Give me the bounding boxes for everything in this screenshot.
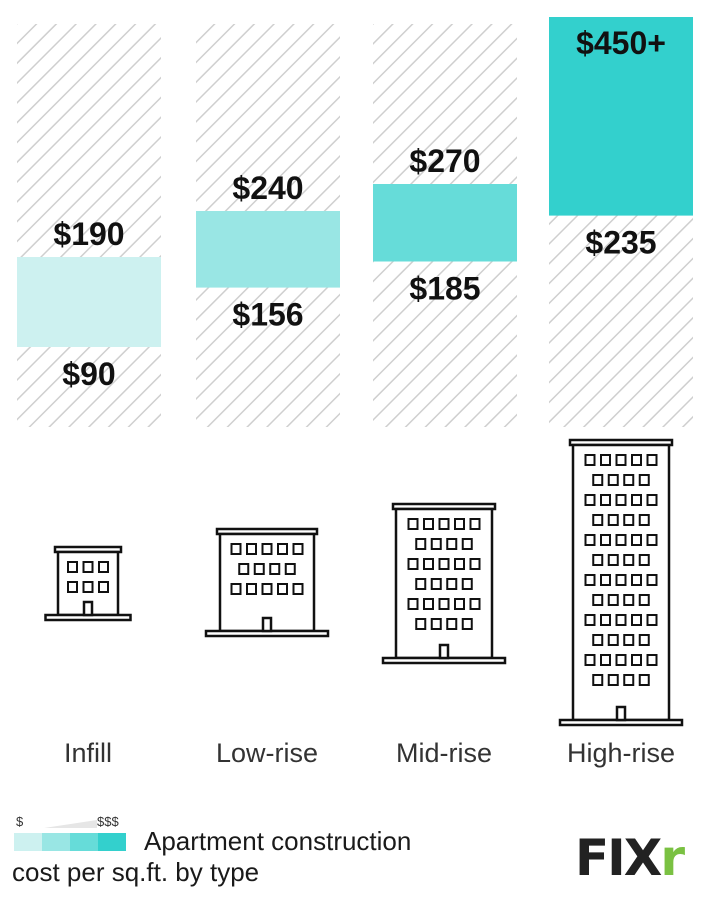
range-bar-low-rise bbox=[196, 211, 340, 288]
mid-rise-building-icon bbox=[381, 502, 507, 665]
buildings-illustration bbox=[44, 438, 684, 727]
low-rise-building-icon bbox=[204, 527, 330, 638]
legend-swatches bbox=[14, 820, 126, 851]
range-bar-high-rise bbox=[549, 17, 693, 216]
low-label-infill: $90 bbox=[62, 356, 115, 392]
high-label-mid-rise: $270 bbox=[409, 143, 480, 179]
low-label-mid-rise: $185 bbox=[409, 271, 480, 307]
category-label-infill: Infill bbox=[63, 738, 112, 768]
low-label-low-rise: $156 bbox=[232, 297, 303, 333]
high-label-low-rise: $240 bbox=[232, 170, 303, 206]
range-chart: $190 $90 $240 $156 $270 $185 $450+ $235 bbox=[17, 17, 693, 427]
legend-high-symbol: $$$ bbox=[97, 814, 119, 829]
category-label-low-rise: Low-rise bbox=[215, 738, 319, 768]
infill-building-icon bbox=[44, 545, 132, 622]
low-label-high-rise: $235 bbox=[585, 225, 656, 261]
range-bar-mid-rise bbox=[373, 184, 517, 262]
high-label-infill: $190 bbox=[53, 216, 124, 252]
legend-low-symbol: $ bbox=[16, 814, 24, 829]
high-rise-building-icon bbox=[558, 438, 684, 727]
fixr-logo: FIXr bbox=[575, 829, 685, 887]
legend-line-1: Apartment construction bbox=[144, 826, 412, 856]
range-bar-infill bbox=[17, 257, 161, 347]
legend-line-2: cost per sq.ft. by type bbox=[12, 857, 260, 887]
category-label-mid-rise: Mid-rise bbox=[395, 738, 492, 768]
high-label-high-rise: $450+ bbox=[576, 25, 666, 61]
category-label-high-rise: High-rise bbox=[566, 738, 676, 768]
background-column-infill bbox=[17, 24, 161, 427]
